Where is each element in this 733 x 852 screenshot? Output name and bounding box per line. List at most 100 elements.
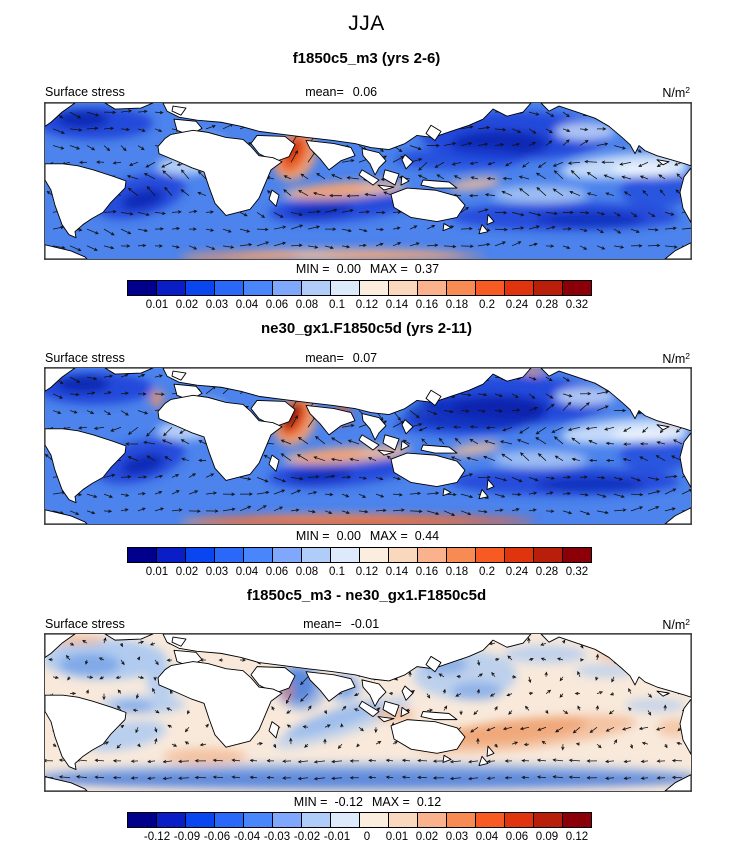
colorbar-tick-label: 0.06 — [265, 299, 289, 311]
units-exponent: 2 — [685, 617, 690, 627]
mean-readout: mean= 0.06 — [305, 85, 377, 99]
units-label: N/m2 — [662, 351, 690, 366]
map-panel-3 — [44, 633, 692, 792]
colorbar-cell — [359, 547, 389, 563]
colorbar-tick-label: 0.12 — [355, 299, 379, 311]
colorbar-cell — [330, 547, 360, 563]
colorbar-cell — [359, 280, 389, 296]
colorbar-cell — [127, 547, 157, 563]
colorbar-tick-label: 0.02 — [175, 299, 199, 311]
colorbar-tick-label: 0.08 — [295, 566, 319, 578]
colorbar-cell — [533, 812, 563, 828]
panel-3-header: Surface stress mean= -0.01 N/m2 — [44, 617, 690, 632]
units-base: N/m — [662, 86, 686, 100]
min-value: 0.00 — [336, 262, 361, 276]
colorbar-1-ticks: 0.01 0.02 0.03 0.04 0.06 0.08 0.1 0.12 0.14 0.16 0… — [127, 299, 608, 313]
colorbar-tick-label: 0.04 — [235, 566, 259, 578]
colorbar-cell — [156, 812, 186, 828]
colorbar-cell — [562, 812, 592, 828]
colorbar-tick-label: 0.12 — [355, 566, 379, 578]
colorbar-tick-label: 0.06 — [265, 566, 289, 578]
colorbar-tick-label: 0.12 — [565, 831, 589, 843]
colorbar-cell — [243, 547, 273, 563]
units-base: N/m — [662, 618, 686, 632]
max-value: 0.12 — [416, 795, 442, 809]
colorbar-tick-label: -0.12 — [143, 831, 171, 843]
colorbar-tick-label: 0.14 — [385, 299, 409, 311]
map-panel-2 — [44, 367, 692, 525]
colorbar-cell — [446, 812, 476, 828]
colorbar-cell — [446, 547, 476, 563]
colorbar-2-ticks: 0.01 0.02 0.03 0.04 0.06 0.08 0.1 0.12 0.14 0.16 0… — [127, 566, 608, 580]
colorbar-tick-label: 0.2 — [479, 566, 495, 578]
colorbar-cell — [446, 280, 476, 296]
colorbar-cell — [272, 812, 302, 828]
panel-2-title: ne30_gx1.F1850c5d (yrs 2-11) — [261, 320, 472, 337]
colorbar-tick-label: 0.09 — [535, 831, 559, 843]
colorbar-tick-label: -0.04 — [233, 831, 261, 843]
colorbar-tick-label: 0.01 — [145, 299, 169, 311]
colorbar-cell — [185, 547, 215, 563]
mean-value: -0.01 — [350, 617, 380, 631]
colorbar-tick-label: 0.08 — [295, 299, 319, 311]
colorbar-cell — [156, 547, 186, 563]
colorbar-tick-label: 0.28 — [535, 299, 559, 311]
colorbar-tick-label: 0 — [363, 831, 371, 843]
colorbar-cell — [475, 280, 505, 296]
colorbar-cell — [417, 812, 447, 828]
colorbar-tick-label: 0.02 — [415, 831, 439, 843]
colorbar-tick-label: 0.32 — [565, 566, 589, 578]
mean-readout: mean= 0.07 — [305, 351, 377, 365]
colorbar-3 — [127, 812, 592, 828]
colorbar-3-ticks: -0.12 -0.09 -0.06 -0.04 -0.03 -0.02 -0.01 0 0.01… — [127, 831, 608, 845]
colorbar-tick-label: 0.01 — [145, 566, 169, 578]
colorbar-cell — [156, 280, 186, 296]
colorbar-cell — [127, 280, 157, 296]
min-value: 0.00 — [336, 529, 361, 543]
colorbar-cell — [562, 280, 592, 296]
colorbar-cell — [214, 280, 244, 296]
colorbar-tick-label: 0.04 — [235, 299, 259, 311]
map-panel-1 — [44, 102, 692, 260]
panel-1-title: f1850c5_m3 (yrs 2-6) — [292, 50, 441, 67]
max-label: MAX = — [369, 529, 408, 543]
colorbar-tick-label: 0.03 — [205, 566, 229, 578]
colorbar-cell — [359, 812, 389, 828]
colorbar-cell — [214, 547, 244, 563]
max-label: MAX = — [371, 795, 410, 809]
colorbar-cell — [388, 280, 418, 296]
colorbar-tick-label: 0.1 — [329, 566, 345, 578]
max-value: 0.37 — [414, 262, 440, 276]
colorbar-tick-label: 0.18 — [445, 299, 469, 311]
colorbar-tick-label: 0.24 — [505, 566, 529, 578]
mean-readout: mean= -0.01 — [303, 617, 379, 631]
colorbar-tick-label: 0.04 — [475, 831, 499, 843]
colorbar-cell — [301, 280, 331, 296]
colorbar-cell — [243, 280, 273, 296]
panel-1-header: Surface stress mean= 0.06 N/m2 — [44, 85, 690, 100]
colorbar-cell — [185, 812, 215, 828]
panel-1-minmax: MIN = 0.00 MAX = 0.37 — [127, 262, 608, 276]
min-label: MIN = — [295, 262, 330, 276]
colorbar-cell — [243, 812, 273, 828]
colorbar-cell — [127, 812, 157, 828]
colorbar-tick-label: -0.09 — [173, 831, 201, 843]
units-label: N/m2 — [662, 617, 690, 632]
colorbar-cell — [504, 547, 534, 563]
units-exponent: 2 — [685, 351, 690, 361]
mean-label: mean= — [305, 351, 344, 365]
colorbar-tick-label: 0.14 — [385, 566, 409, 578]
colorbar-tick-label: 0.24 — [505, 299, 529, 311]
colorbar-cell — [330, 280, 360, 296]
colorbar-cell — [301, 812, 331, 828]
colorbar-cell — [475, 547, 505, 563]
max-value: 0.44 — [414, 529, 440, 543]
units-exponent: 2 — [685, 85, 690, 95]
colorbar-tick-label: 0.32 — [565, 299, 589, 311]
mean-label: mean= — [305, 85, 344, 99]
panel-3-title: f1850c5_m3 - ne30_gx1.F1850c5d — [246, 587, 487, 604]
figure-title: JJA — [348, 12, 385, 35]
mean-value: 0.07 — [352, 351, 378, 365]
colorbar-tick-label: 0.1 — [329, 299, 345, 311]
